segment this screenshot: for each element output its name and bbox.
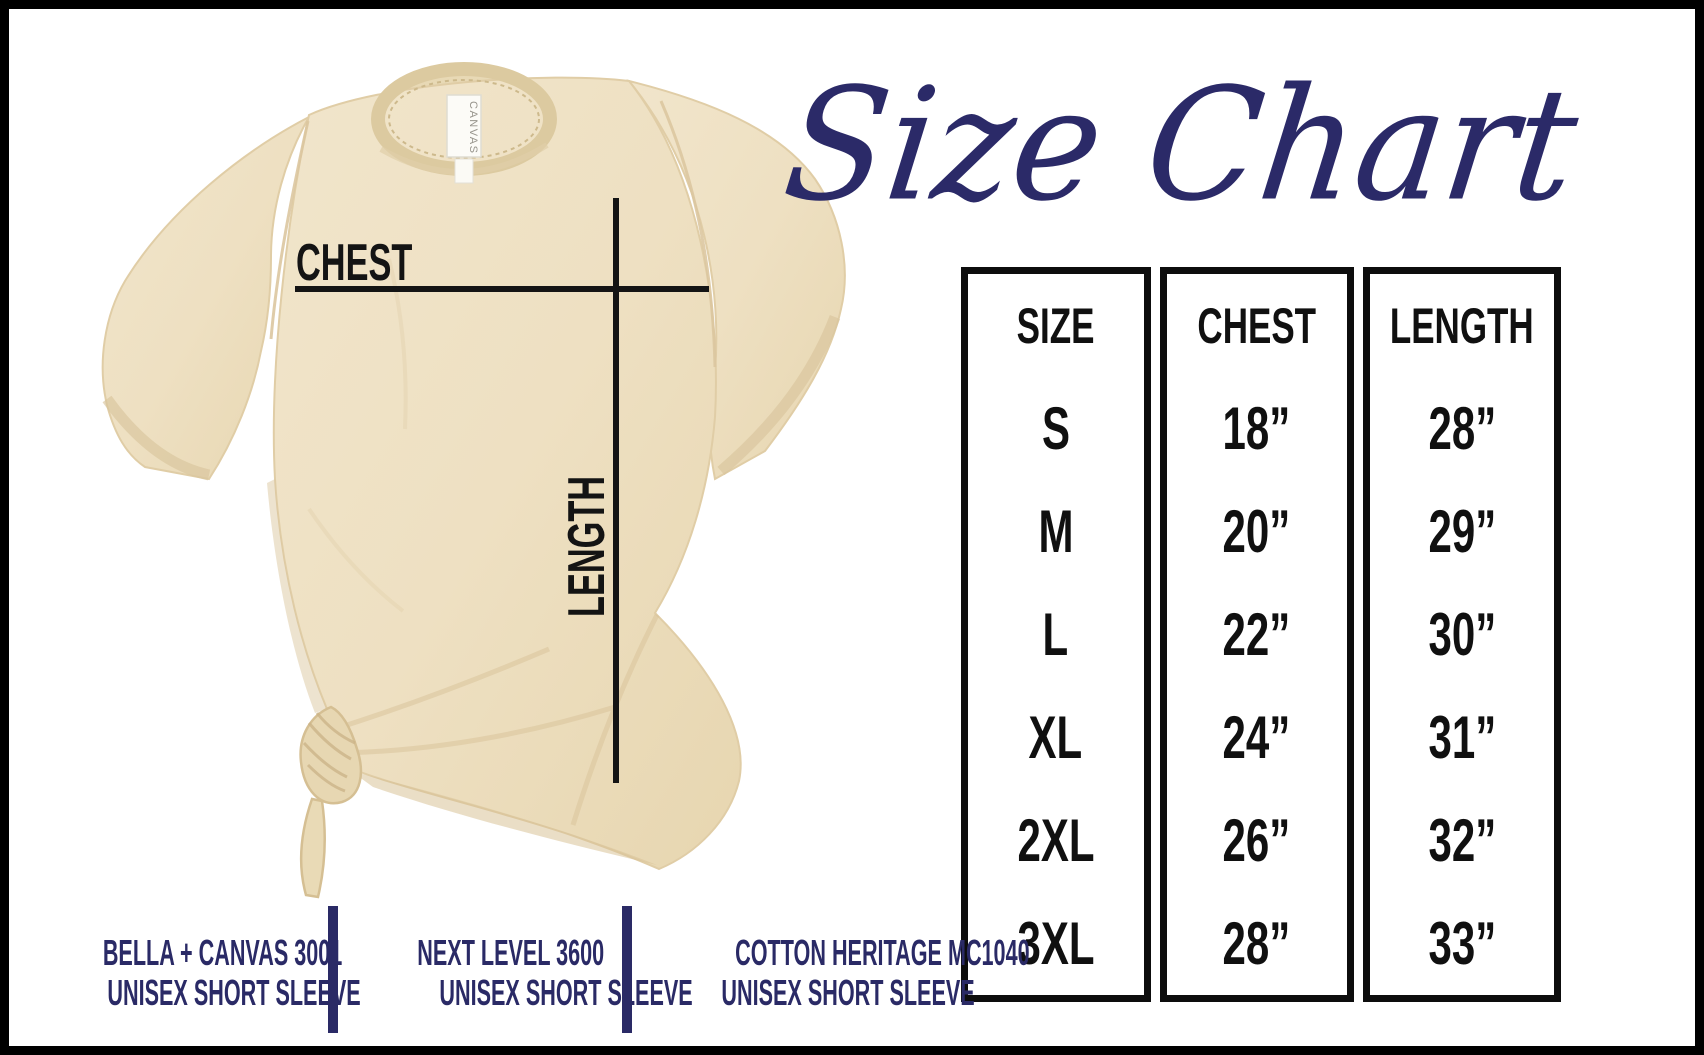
tshirt-seams: [269, 100, 717, 368]
product-name: NEXT LEVEL 3600: [417, 932, 605, 973]
table-cell-chest: 18”: [1222, 394, 1291, 462]
tshirt-creases: [340, 613, 660, 826]
table-cell-length: 30”: [1428, 600, 1496, 668]
column-header-chest: CHEST: [1197, 297, 1317, 354]
tshirt-left-sleeve: [101, 114, 312, 481]
page-title: Size Chart: [776, 37, 1587, 252]
column-header-length: LENGTH: [1390, 297, 1534, 354]
product-style: UNISEX SHORT SLEEVE: [439, 972, 693, 1013]
table-cell-chest: 24”: [1222, 703, 1291, 771]
table-cell-size: 2XL: [1017, 806, 1095, 874]
product-style: UNISEX SHORT SLEEVE: [721, 972, 975, 1013]
size-table-column-size: SIZE S M L XL 2XL 3XL: [961, 267, 1151, 1002]
product-label-cotton-heritage: COTTON HERITAGE MC1040 UNISEX SHORT SLEE…: [637, 932, 1030, 1013]
table-cell-size: M: [1038, 497, 1074, 565]
table-cell-length: 32”: [1428, 806, 1496, 874]
tshirt-neck-tag-text: CANVAS: [467, 101, 479, 154]
tshirt-knot-tail: [299, 797, 326, 899]
tshirt-crease-soft: [307, 258, 408, 613]
table-cell-length: 29”: [1428, 497, 1496, 565]
table-cell-size: L: [1042, 600, 1069, 668]
tshirt-left-shadow: [267, 479, 327, 713]
page-title-text: Size Chart: [776, 54, 1587, 235]
table-cell-chest: 28”: [1222, 909, 1291, 977]
product-label-bella-canvas: BELLA + CANVAS 3001 UNISEX SHORT SLEEVE: [23, 932, 361, 1013]
size-table-column-length: LENGTH 28” 29” 30” 31” 32” 33”: [1363, 267, 1561, 1002]
table-cell-length: 31”: [1428, 703, 1496, 771]
table-cell-size: 3XL: [1017, 909, 1095, 977]
length-label-text: LENGTH: [558, 475, 616, 617]
table-cell-size: S: [1041, 394, 1070, 462]
chest-label-text: CHEST: [296, 234, 413, 292]
tshirt-neck-stitch: [388, 79, 540, 159]
length-label: LENGTH: [558, 403, 616, 617]
tshirt-right-sleeve: [626, 79, 846, 481]
table-cell-chest: 20”: [1222, 497, 1291, 565]
tshirt-right-cuff-roll: [717, 315, 841, 476]
size-table: SIZE S M L XL 2XL 3XL CHEST 18” 20” 22” …: [961, 267, 1561, 1002]
product-name: COTTON HERITAGE MC1040: [735, 932, 1030, 973]
table-cell-size: XL: [1028, 703, 1083, 771]
product-label-next-level: NEXT LEVEL 3600 UNISEX SHORT SLEEVE: [355, 932, 693, 1013]
table-cell-length: 33”: [1428, 909, 1496, 977]
product-name: BELLA + CANVAS 3001: [102, 932, 343, 973]
table-cell-chest: 22”: [1222, 600, 1291, 668]
size-table-column-chest: CHEST 18” 20” 22” 24” 26” 28”: [1159, 267, 1354, 1002]
label-divider: [328, 906, 338, 1033]
tshirt-knot-folds: [302, 712, 356, 793]
table-cell-length: 28”: [1428, 394, 1496, 462]
tshirt-hem-shadow: [351, 771, 657, 865]
chest-label: CHEST: [296, 237, 472, 289]
product-style: UNISEX SHORT SLEEVE: [107, 972, 361, 1013]
tshirt-photo: CANVAS: [101, 62, 846, 899]
chest-measure-line: [295, 286, 709, 292]
column-header-size: SIZE: [1016, 297, 1095, 354]
label-divider: [622, 906, 632, 1033]
tshirt-neck-tag: CANVAS: [446, 94, 482, 184]
length-measure-line: [613, 198, 619, 783]
table-cell-chest: 26”: [1222, 806, 1291, 874]
tshirt-left-cuff-roll: [102, 395, 211, 481]
